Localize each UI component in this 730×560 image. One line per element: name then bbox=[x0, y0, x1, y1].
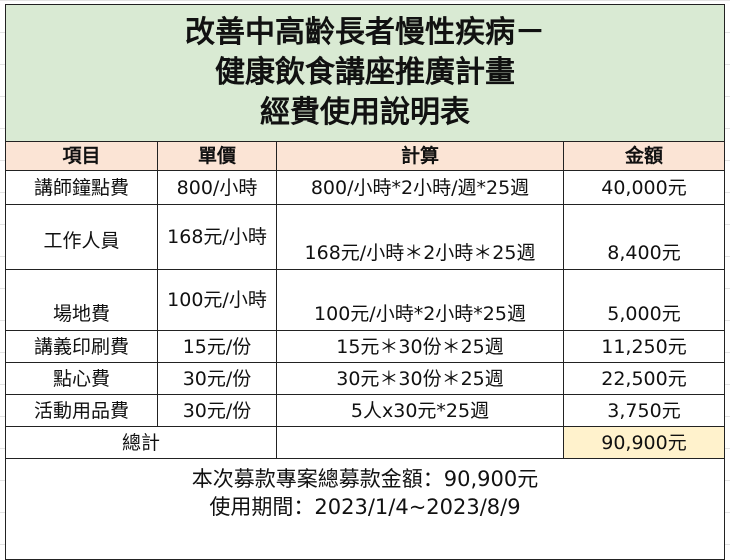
cell-calculation[interactable]: 800/小時*2小時/週*25週 bbox=[276, 170, 564, 205]
table-row: 工作人員 168元/小時 168元/小時＊2小時＊25週 8,400元 bbox=[5, 204, 725, 270]
total-value[interactable]: 90,900元 bbox=[563, 426, 725, 459]
footer-note[interactable]: 本次募款專案總募款金額：90,900元 使用期間：2023/1/4~2023/8… bbox=[5, 458, 725, 560]
cell-text: 168元/小時 bbox=[167, 226, 267, 248]
title-line: 經費使用說明表 bbox=[260, 95, 470, 130]
cell-unit-price[interactable]: 15元/份 bbox=[157, 330, 277, 363]
total-fundraising-amount: 本次募款專案總募款金額：90,900元 bbox=[191, 467, 539, 491]
cell-calculation[interactable]: 100元/小時*2小時*25週 bbox=[276, 269, 564, 331]
cell-text: 100元/小時 bbox=[167, 289, 267, 311]
table-row: 點心費 30元/份 30元＊30份＊25週 22,500元 bbox=[5, 362, 725, 395]
cell-amount[interactable]: 22,500元 bbox=[563, 362, 725, 395]
cell-amount[interactable]: 5,000元 bbox=[563, 269, 725, 331]
cell-calculation[interactable]: 15元＊30份＊25週 bbox=[276, 330, 564, 363]
page-title: 改善中高齡長者慢性疾病－ 健康飲食講座推廣計畫 經費使用說明表 bbox=[5, 4, 725, 142]
total-row: 總計 90,900元 bbox=[5, 426, 725, 459]
cell-item[interactable]: 工作人員 bbox=[5, 204, 158, 270]
cell-item[interactable]: 講義印刷費 bbox=[5, 330, 158, 363]
header-item: 項目 bbox=[5, 141, 158, 171]
total-label[interactable]: 總計 bbox=[5, 426, 277, 459]
cell-calculation[interactable]: 5人x30元*25週 bbox=[276, 394, 564, 427]
table-row: 場地費 100元/小時 100元/小時*2小時*25週 5,000元 bbox=[5, 269, 725, 331]
cell-item[interactable]: 活動用品費 bbox=[5, 394, 158, 427]
cell-unit-price[interactable]: 30元/份 bbox=[157, 362, 277, 395]
total-empty-cell[interactable] bbox=[276, 426, 564, 459]
cell-amount[interactable]: 11,250元 bbox=[563, 330, 725, 363]
cell-unit-price[interactable]: 100元/小時 bbox=[157, 269, 277, 331]
cell-unit-price[interactable]: 800/小時 bbox=[157, 170, 277, 205]
header-unit-price: 單價 bbox=[157, 141, 277, 171]
title-line: 健康飲食講座推廣計畫 bbox=[215, 55, 515, 90]
title-line: 改善中高齡長者慢性疾病－ bbox=[185, 15, 545, 50]
header-row: 項目 單價 計算 金額 bbox=[5, 141, 725, 171]
cell-item[interactable]: 場地費 bbox=[5, 269, 158, 331]
cell-calculation[interactable]: 168元/小時＊2小時＊25週 bbox=[276, 204, 564, 270]
cell-unit-price[interactable]: 168元/小時 bbox=[157, 204, 277, 270]
cell-amount[interactable]: 8,400元 bbox=[563, 204, 725, 270]
budget-table: 改善中高齡長者慢性疾病－ 健康飲食講座推廣計畫 經費使用說明表 項目 單價 計算… bbox=[5, 4, 725, 560]
table-row: 講義印刷費 15元/份 15元＊30份＊25週 11,250元 bbox=[5, 330, 725, 363]
cell-amount[interactable]: 40,000元 bbox=[563, 170, 725, 205]
cell-item[interactable]: 講師鐘點費 bbox=[5, 170, 158, 205]
cell-item[interactable]: 點心費 bbox=[5, 362, 158, 395]
usage-period: 使用期間：2023/1/4~2023/8/9 bbox=[209, 495, 521, 519]
table-row: 活動用品費 30元/份 5人x30元*25週 3,750元 bbox=[5, 394, 725, 427]
cell-calculation[interactable]: 30元＊30份＊25週 bbox=[276, 362, 564, 395]
cell-unit-price[interactable]: 30元/份 bbox=[157, 394, 277, 427]
table-row: 講師鐘點費 800/小時 800/小時*2小時/週*25週 40,000元 bbox=[5, 170, 725, 205]
header-amount: 金額 bbox=[563, 141, 725, 171]
header-calculation: 計算 bbox=[276, 141, 564, 171]
cell-amount[interactable]: 3,750元 bbox=[563, 394, 725, 427]
